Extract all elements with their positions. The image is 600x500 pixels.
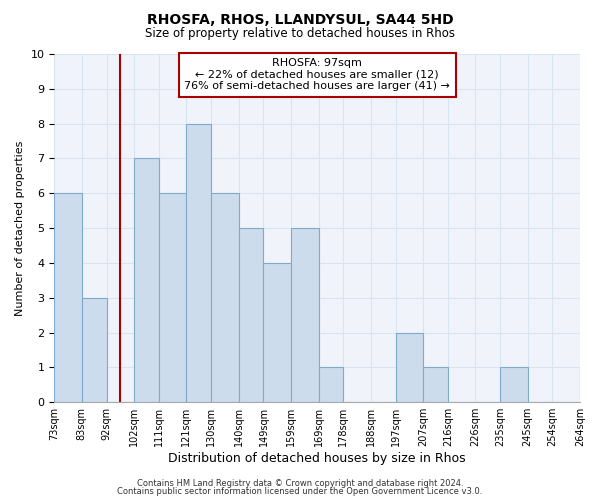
Text: Size of property relative to detached houses in Rhos: Size of property relative to detached ho…: [145, 28, 455, 40]
Bar: [211, 194, 239, 402]
Text: Contains public sector information licensed under the Open Government Licence v3: Contains public sector information licen…: [118, 487, 482, 496]
Bar: [239, 228, 263, 402]
Bar: [134, 158, 159, 402]
Bar: [423, 368, 448, 402]
Bar: [395, 332, 423, 402]
Bar: [580, 368, 600, 402]
Bar: [263, 263, 291, 402]
Y-axis label: Number of detached properties: Number of detached properties: [15, 140, 25, 316]
Bar: [82, 298, 107, 402]
Bar: [187, 124, 211, 402]
X-axis label: Distribution of detached houses by size in Rhos: Distribution of detached houses by size …: [169, 452, 466, 465]
Bar: [159, 194, 187, 402]
Bar: [54, 194, 82, 402]
Text: Contains HM Land Registry data © Crown copyright and database right 2024.: Contains HM Land Registry data © Crown c…: [137, 478, 463, 488]
Text: RHOSFA, RHOS, LLANDYSUL, SA44 5HD: RHOSFA, RHOS, LLANDYSUL, SA44 5HD: [146, 12, 454, 26]
Text: RHOSFA: 97sqm
← 22% of detached houses are smaller (12)
76% of semi-detached hou: RHOSFA: 97sqm ← 22% of detached houses a…: [184, 58, 450, 92]
Bar: [319, 368, 343, 402]
Bar: [500, 368, 528, 402]
Bar: [291, 228, 319, 402]
